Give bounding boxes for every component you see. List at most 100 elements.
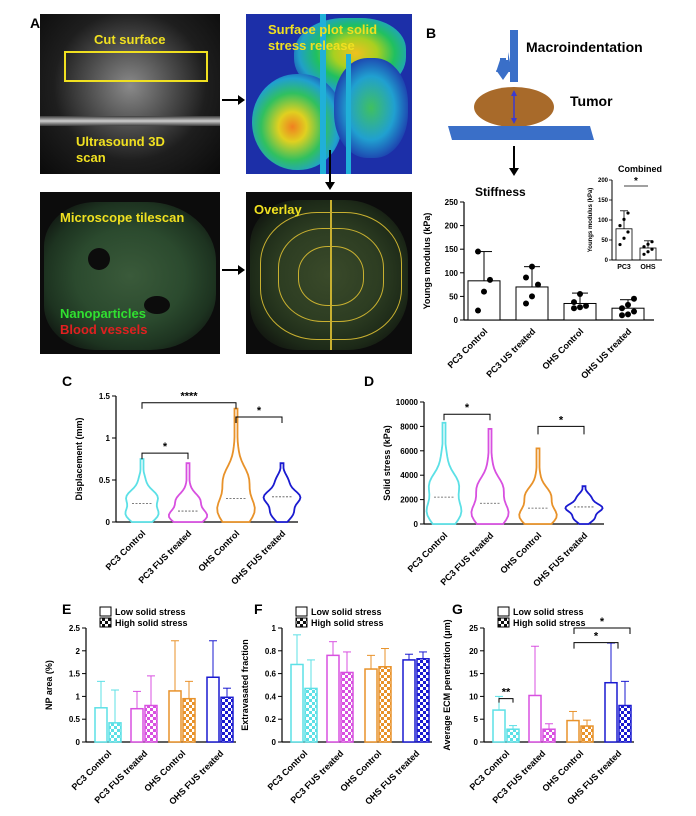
bar xyxy=(364,668,378,743)
bar xyxy=(492,709,506,743)
inset-data-point xyxy=(642,245,646,249)
inset-data-point xyxy=(626,230,630,234)
legend-swatch-high xyxy=(295,617,308,628)
data-point xyxy=(481,288,487,295)
bar xyxy=(340,671,354,743)
y-tick-label: 1.5 xyxy=(69,670,81,679)
chart-d: 0 2000 4000 6000 8000 10000 Solid stress (kPa)… xyxy=(382,398,604,589)
x-tick-label: OHS Control xyxy=(498,530,543,575)
arrow-down xyxy=(325,150,335,190)
data-point xyxy=(529,293,535,300)
inset-y-tick-label: 150 xyxy=(598,198,609,204)
y-axis-label: Solid stress (kPa) xyxy=(382,425,392,501)
y-tick-label: 0.6 xyxy=(265,670,277,679)
data-point xyxy=(571,305,577,312)
data-point xyxy=(523,274,529,281)
bar xyxy=(580,725,594,743)
y-tick-label: 20 xyxy=(469,647,478,656)
data-point xyxy=(619,305,625,312)
bar xyxy=(108,722,122,743)
surface-label-1: Surface plot solid xyxy=(268,22,378,37)
bar xyxy=(144,704,158,743)
y-tick-label: 2000 xyxy=(400,496,418,505)
panel-a-letter: A xyxy=(30,15,40,31)
x-tick-label: PC3 Control xyxy=(104,528,148,572)
y-tick-label: 6000 xyxy=(400,447,418,456)
y-tick-label: 4000 xyxy=(400,471,418,480)
inset-data-point xyxy=(650,247,654,251)
legend-label-high: High solid stress xyxy=(513,618,586,628)
y-tick-label: 0.5 xyxy=(69,715,81,724)
data-point xyxy=(487,276,493,283)
bar xyxy=(182,697,196,743)
inset-x-tick-label: PC3 xyxy=(617,264,631,271)
violin xyxy=(518,447,558,525)
significance-label: * xyxy=(163,441,168,453)
chart-b-inset: 0 50 100 150 200 Youngs modulus (kPa) PC3 OHS * xyxy=(588,176,662,271)
y-tick-label: 0.2 xyxy=(265,715,277,724)
y-tick-label: 0 xyxy=(106,518,111,527)
panel-g-letter: G xyxy=(452,601,463,617)
violin xyxy=(216,407,256,523)
bar xyxy=(506,728,520,743)
y-tick-label: 5 xyxy=(474,715,479,724)
inset-bar xyxy=(639,247,657,261)
y-tick-label: 150 xyxy=(445,245,459,254)
violin xyxy=(470,427,510,525)
significance-bracket xyxy=(498,698,514,703)
bar xyxy=(416,658,430,743)
y-tick-label: 200 xyxy=(445,222,459,231)
y-tick-label: 0 xyxy=(414,520,419,529)
inset-significance-label: * xyxy=(634,176,638,187)
inset-data-point xyxy=(618,224,622,228)
data-point xyxy=(625,311,631,318)
tumor-label: Tumor xyxy=(570,93,613,109)
ultrasound-label-1: Ultrasound 3D xyxy=(76,134,165,149)
data-point xyxy=(583,302,589,309)
bar xyxy=(566,719,580,743)
arrow-right-bottom xyxy=(222,265,245,275)
y-tick-label: 0.8 xyxy=(265,647,277,656)
inset-data-point xyxy=(650,240,654,244)
significance-bracket xyxy=(537,425,585,435)
data-point xyxy=(529,263,535,270)
inset-y-axis-label: Youngs modulus (kPa) xyxy=(588,188,594,253)
panel-e-letter: E xyxy=(62,601,71,617)
y-tick-label: 0 xyxy=(454,316,459,325)
y-tick-label: 250 xyxy=(445,198,459,207)
nanoparticles-label: Nanoparticles xyxy=(60,306,146,321)
significance-label: * xyxy=(600,616,605,628)
bar xyxy=(515,286,549,321)
data-point xyxy=(619,312,625,319)
legend-label-high: High solid stress xyxy=(311,618,384,628)
arrow-right-top xyxy=(222,95,245,105)
legend-swatch-high xyxy=(99,617,112,628)
indentation-schematic xyxy=(448,30,594,176)
legend-label-low: Low solid stress xyxy=(513,607,584,617)
significance-bracket xyxy=(235,416,283,423)
y-tick-label: 10 xyxy=(469,692,478,701)
significance-label: **** xyxy=(180,391,198,403)
x-tick-label: OHS Control xyxy=(196,528,241,573)
bar xyxy=(130,707,144,743)
bar xyxy=(528,694,542,743)
significance-bracket xyxy=(141,452,189,460)
x-tick-label: PC3 Control xyxy=(406,530,450,574)
inset-y-tick-label: 100 xyxy=(598,218,609,224)
significance-label: * xyxy=(257,405,262,417)
bar xyxy=(618,704,632,743)
ultrasound-label-2: scan xyxy=(76,150,106,165)
legend-label-low: Low solid stress xyxy=(115,607,186,617)
legend-swatch-low xyxy=(99,606,112,617)
x-tick-label: OHS Control xyxy=(540,326,585,371)
panel-b-letter: B xyxy=(426,25,436,41)
significance-label: * xyxy=(559,414,564,426)
y-tick-label: 50 xyxy=(449,292,458,301)
legend-swatch-low xyxy=(295,606,308,617)
bar xyxy=(542,728,556,743)
legend-label-high: High solid stress xyxy=(115,618,188,628)
significance-bracket xyxy=(443,413,491,421)
